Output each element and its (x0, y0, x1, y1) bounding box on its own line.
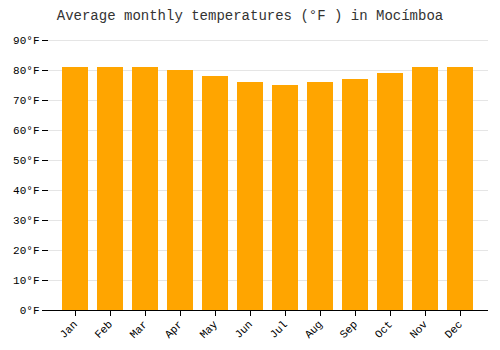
html-text:Average monthly temperatures (: Average monthly temperatures (°F ) in Mo… (56, 8, 444, 24)
svg-text:Oct: Oct (373, 318, 395, 340)
svg-text:Mar: Mar (128, 318, 150, 340)
svg-text:20°F: 20°F (13, 245, 39, 257)
svg-text:90°F: 90°F (13, 35, 39, 47)
svg-text:70°F: 70°F (13, 95, 39, 107)
svg-text:40°F: 40°F (13, 185, 39, 197)
svg-text:10°F: 10°F (13, 275, 39, 287)
svg-text:Dec: Dec (443, 318, 465, 340)
svg-text:Jul: Jul (268, 318, 290, 340)
svg-text:Apr: Apr (163, 318, 185, 340)
svg-text:Nov: Nov (408, 318, 431, 341)
svg-text:30°F: 30°F (13, 215, 39, 227)
svg-text:Jan: Jan (58, 318, 80, 340)
svg-text:Aug: Aug (303, 318, 325, 340)
svg-text:0°F: 0°F (20, 305, 40, 317)
svg-text:Feb: Feb (93, 318, 115, 340)
svg-text:60°F: 60°F (13, 125, 39, 137)
svg-text:Jun: Jun (233, 318, 255, 340)
svg-text:50°F: 50°F (13, 155, 39, 167)
svg-text:Sep: Sep (338, 318, 360, 340)
svg-text:May: May (198, 318, 221, 341)
svg-text:80°F: 80°F (13, 65, 39, 77)
